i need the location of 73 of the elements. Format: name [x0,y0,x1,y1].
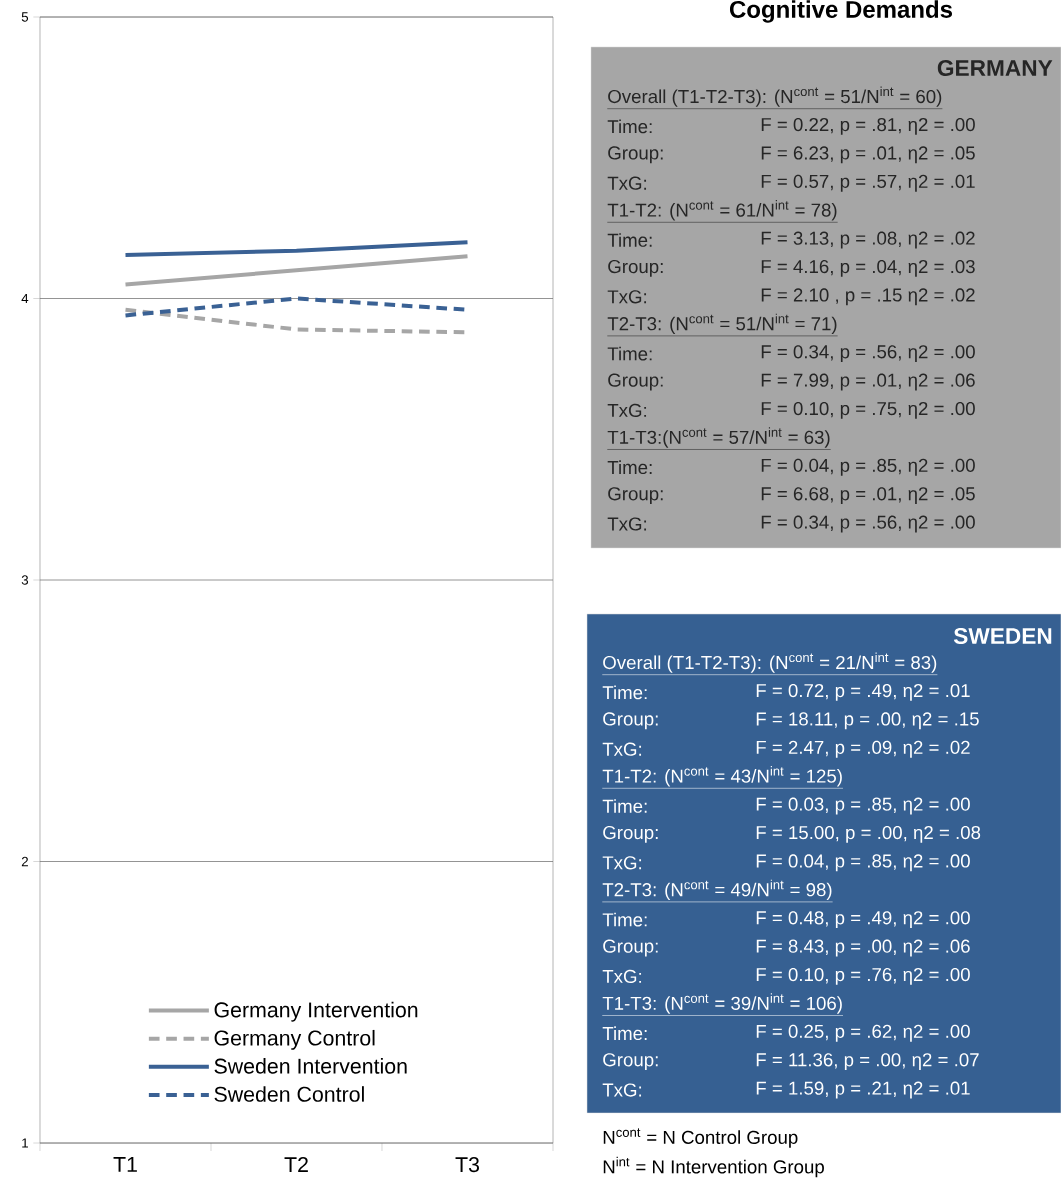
text: TxG: [607,176,647,190]
text: F = 15.00, p = .00, η2 = .08 [756,825,981,843]
text: F = 4.16, p = .04, η2 = .03 [761,259,975,277]
text: TxG: [602,856,642,870]
text: TxG: [607,290,647,304]
text: F = 0.10, p = .76, η2 = .00 [756,967,970,985]
text: N$^{int}$ = N Intervention Group [603,1156,824,1178]
legend-label: Germany Intervention [214,1001,418,1022]
text: T1-T3: (N$^{cont}$ = 39/N$^{int}$ = 106) [602,993,842,1014]
text: F = 0.25, p = .62, η2 = .00 [756,1024,970,1042]
text: Time: [607,233,652,247]
text: T2-T3: (N$^{cont}$ = 49/N$^{int}$ = 98) [602,879,832,901]
legend-label: Sweden Intervention [214,1058,407,1074]
text: Overall (T1-T2-T3): (N$^{cont}$ = 51/N$^{int}$ = 60) [608,86,942,107]
text: F = 8.43, p = .00, η2 = .06 [756,939,970,957]
text: F = 18.11, p = .00, η2 = .15 [756,712,979,730]
text: TxG: [607,517,647,531]
x-tick-label: T1 [113,1157,137,1172]
text: Time: [607,119,652,134]
text: F = 0.48, p = .49, η2 = .00 [756,911,970,929]
text: Time: [607,346,652,361]
text: F = 0.72, p = .49, η2 = .01 [756,683,970,701]
text: Group: [608,146,663,164]
text: F = 0.03, p = .85, η2 = .00 [756,797,970,815]
y-tick-label: 4 [21,293,29,304]
text: F = 6.68, p = .01, η2 = .05 [761,487,975,505]
text: TxG: [602,742,642,756]
y-tick-label: 2 [21,856,28,867]
y-tick-label: 5 [21,12,29,22]
text: F = 0.22, p = .81, η2 = .00 [761,117,975,135]
text: T2-T3: (N$^{cont}$ = 51/N$^{int}$ = 71) [607,313,837,335]
text: Group: [608,259,663,277]
x-tick-label: T3 [455,1157,479,1173]
text: Group: [603,825,658,843]
text: Group: [603,712,658,730]
text: F = 2.47, p = .09, η2 = .02 [756,740,970,758]
y-tick-label: 3 [21,575,29,585]
text: F = 0.04, p = .85, η2 = .00 [756,854,970,872]
legend-label: Germany Control [214,1029,375,1050]
text: F = 1.59, p = .21, η2 = .01 [756,1081,970,1099]
text: GERMANY [937,59,1053,77]
legend-label: Sweden Control [214,1086,364,1102]
text: Cognitive Demands [729,0,953,23]
text: Time: [602,912,647,927]
text: F = 2.10 , p = .15 η2 = .02 [761,288,975,306]
text: TxG: [602,1083,642,1097]
text: F = 3.13, p = .08, η2 = .02 [761,231,975,249]
x-tick-label: T2 [284,1157,308,1172]
text: Overall (T1-T2-T3): (N$^{cont}$ = 21/N$^{int}$ = 83) [603,652,937,673]
text: TxG: [602,969,642,984]
text: N$^{cont}$ = N Control Group [603,1128,798,1148]
y-tick-label: 1 [22,1138,28,1148]
text: Time: [607,460,652,475]
text: T1-T2: (N$^{cont}$ = 61/N$^{int}$ = 78) [607,200,837,221]
text: Time: [602,685,647,700]
text: T1-T2: (N$^{cont}$ = 43/N$^{int}$ = 125) [602,766,842,787]
text: Group: [603,939,658,957]
text: F = 0.10, p = .75, η2 = .00 [761,401,975,419]
text: TxG: [607,403,647,418]
text: T1-T3:(N$^{cont}$ = 57/N$^{int}$ = 63) [607,427,830,448]
text: F = 0.34, p = .56, η2 = .00 [761,515,975,533]
text: F = 7.99, p = .01, η2 = .06 [761,373,975,391]
text: Group: [608,373,663,391]
text: Time: [602,1026,647,1041]
text: Group: [603,1053,658,1071]
text: SWEDEN [953,627,1052,645]
text: Time: [602,799,647,813]
text: F = 0.34, p = .56, η2 = .00 [761,345,975,363]
text: Group: [608,487,663,505]
text: F = 11.36, p = .00, η2 = .07 [756,1053,979,1071]
text: F = 0.04, p = .85, η2 = .00 [761,458,975,476]
text: F = 0.57, p = .57, η2 = .01 [761,174,975,192]
text: F = 6.23, p = .01, η2 = .05 [761,146,975,164]
